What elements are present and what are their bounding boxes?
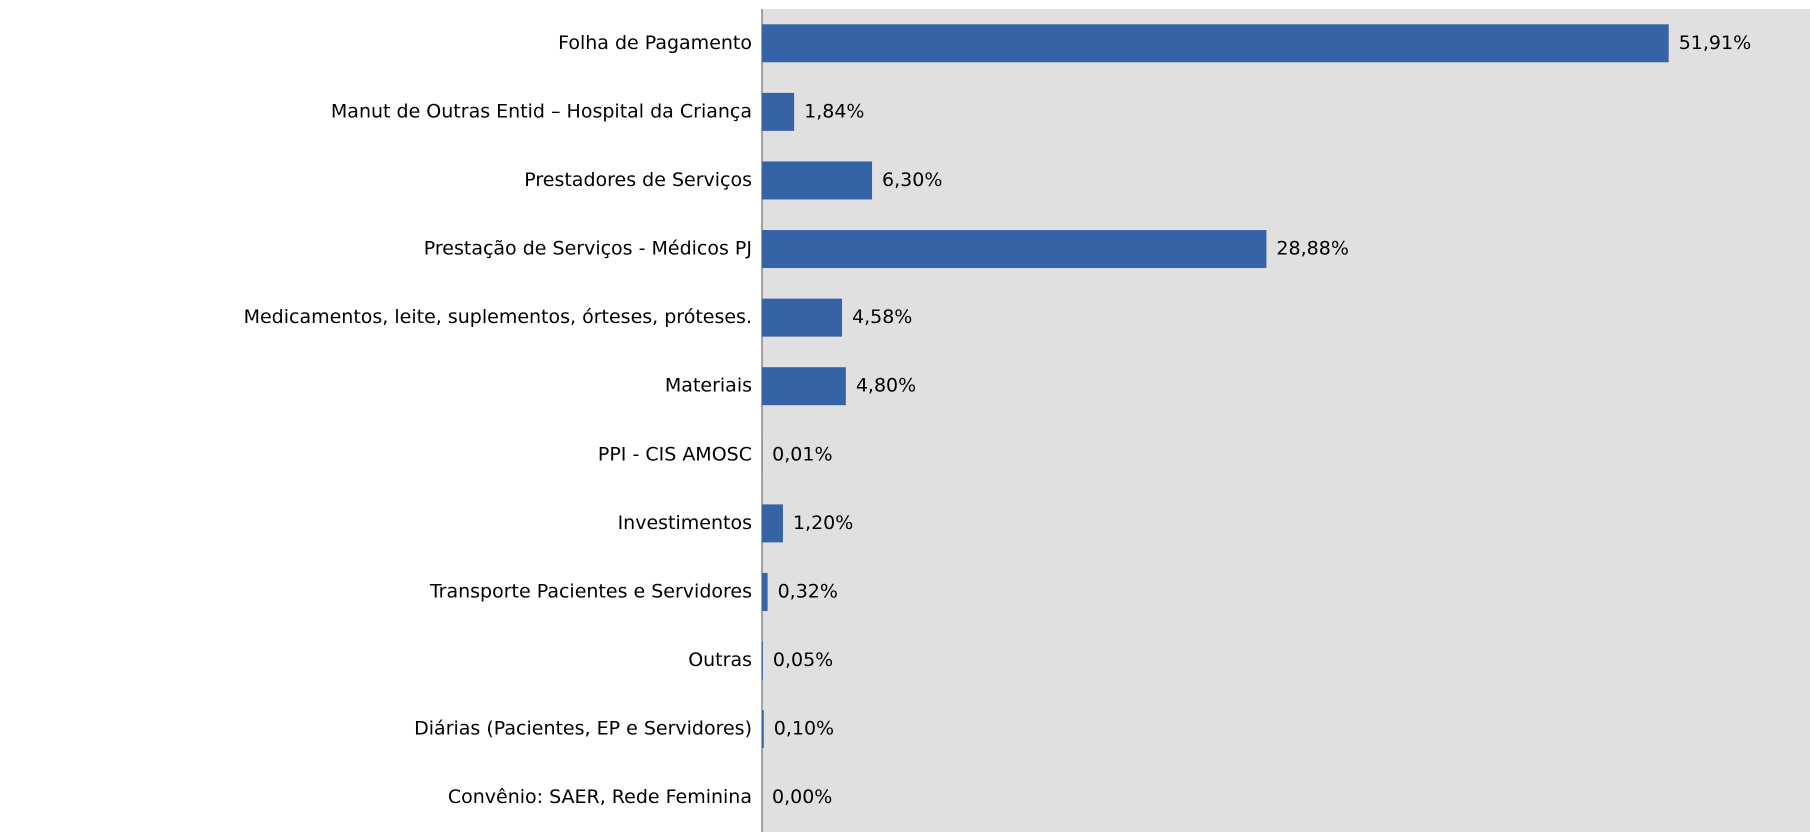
category-label: Materiais bbox=[665, 375, 752, 397]
category-label: Medicamentos, leite, suplementos, órtese… bbox=[244, 306, 752, 328]
data-label: 0,32% bbox=[778, 580, 838, 602]
bar bbox=[762, 572, 768, 611]
category-label: Investimentos bbox=[618, 512, 752, 534]
bar bbox=[762, 24, 1669, 63]
category-label: Prestação de Serviços - Médicos PJ bbox=[424, 238, 752, 260]
bar bbox=[762, 230, 1267, 269]
data-label: 0,05% bbox=[773, 649, 833, 671]
data-label: 4,80% bbox=[856, 375, 916, 397]
bar bbox=[762, 367, 846, 406]
category-label: Convênio: SAER, Rede Feminina bbox=[448, 786, 752, 808]
data-label: 0,10% bbox=[774, 718, 834, 740]
data-label: 1,20% bbox=[793, 512, 853, 534]
bar bbox=[762, 641, 763, 680]
data-label: 1,84% bbox=[804, 100, 864, 122]
category-label: Diárias (Pacientes, EP e Servidores) bbox=[414, 718, 752, 740]
plot-area bbox=[762, 9, 1810, 832]
data-label: 0,00% bbox=[772, 786, 832, 808]
data-label: 6,30% bbox=[882, 169, 942, 191]
category-label: Prestadores de Serviços bbox=[524, 169, 752, 191]
category-label: Manut de Outras Entid – Hospital da Cria… bbox=[331, 100, 752, 122]
bar bbox=[762, 92, 795, 131]
data-label: 0,01% bbox=[772, 443, 832, 465]
category-label: PPI - CIS AMOSC bbox=[598, 443, 752, 465]
category-label: Transporte Pacientes e Servidores bbox=[429, 580, 752, 602]
bar bbox=[762, 298, 842, 337]
data-label: 4,58% bbox=[852, 306, 912, 328]
bar bbox=[762, 161, 873, 200]
data-label: 28,88% bbox=[1276, 238, 1348, 260]
data-label: 51,91% bbox=[1679, 32, 1751, 54]
bar bbox=[762, 710, 764, 749]
category-label: Folha de Pagamento bbox=[558, 32, 752, 54]
category-label: Outras bbox=[688, 649, 752, 671]
bar bbox=[762, 504, 783, 543]
